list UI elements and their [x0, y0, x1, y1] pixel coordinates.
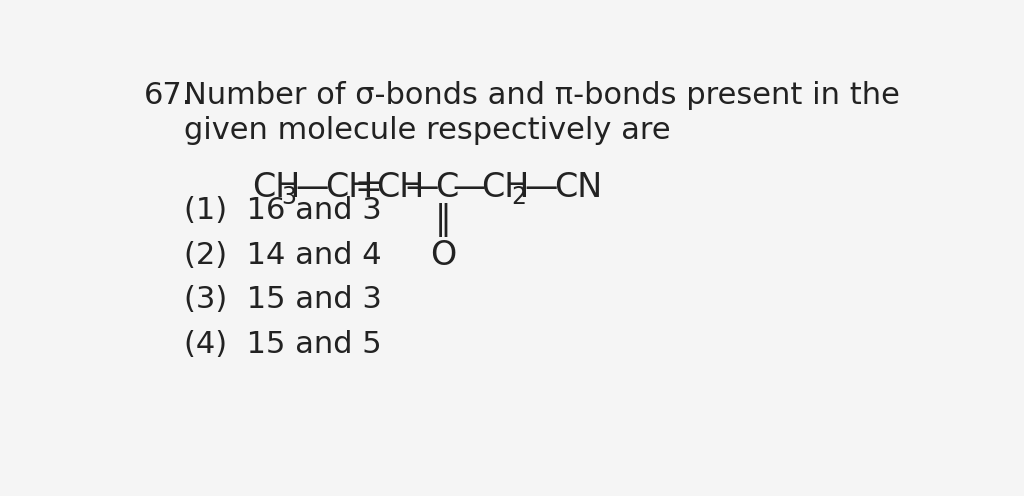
Text: Number of σ-bonds and π-bonds present in the: Number of σ-bonds and π-bonds present in…	[183, 81, 900, 110]
Text: C: C	[435, 171, 458, 204]
Text: (2)  14 and 4: (2) 14 and 4	[183, 241, 381, 270]
Text: 67.: 67.	[143, 81, 191, 110]
Text: =: =	[354, 171, 382, 204]
Text: 3: 3	[282, 186, 297, 209]
Text: (3)  15 and 3: (3) 15 and 3	[183, 285, 382, 314]
Text: —: —	[295, 171, 329, 204]
Text: 2: 2	[511, 186, 526, 209]
Text: (4)  15 and 5: (4) 15 and 5	[183, 330, 381, 359]
Text: CH: CH	[252, 171, 300, 204]
Text: given molecule respectively are: given molecule respectively are	[183, 117, 671, 145]
Text: (1)  16 and 3: (1) 16 and 3	[183, 196, 382, 225]
Text: CN: CN	[554, 171, 602, 204]
Text: CH: CH	[325, 171, 373, 204]
Text: CH: CH	[376, 171, 424, 204]
Text: —: —	[452, 171, 485, 204]
Text: —: —	[524, 171, 558, 204]
Text: —: —	[406, 171, 439, 204]
Text: O: O	[430, 239, 457, 272]
Text: ‖: ‖	[435, 203, 452, 237]
Text: CH: CH	[481, 171, 529, 204]
